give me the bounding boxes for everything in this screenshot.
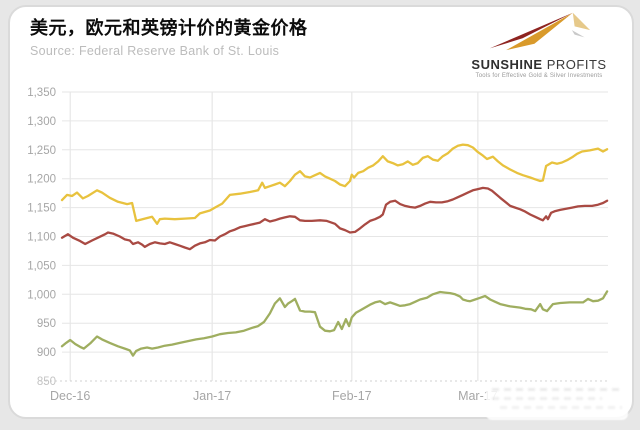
- logo-brand: SUNSHINE PROFITS: [464, 57, 614, 72]
- y-axis-tick-label: 1,150: [27, 203, 56, 215]
- source-caption: Source: Federal Reserve Bank of St. Loui…: [30, 44, 280, 58]
- sunshine-profits-logo: SUNSHINE PROFITS Tools for Effective Gol…: [464, 10, 614, 79]
- x-axis-tick-label: Feb-17: [332, 389, 372, 403]
- y-axis-tick-label: 1,350: [27, 87, 56, 99]
- x-axis-tick-label: Dec-16: [50, 389, 90, 403]
- watermark-noise: [492, 388, 622, 391]
- series-usd-line: [60, 143, 609, 225]
- y-axis-tick-label: 1,000: [27, 289, 56, 301]
- logo-brand-bold: SUNSHINE: [471, 57, 543, 72]
- chart-card: [8, 5, 634, 419]
- logo-brand-light: PROFITS: [542, 57, 607, 72]
- y-axis-tick-label: 850: [37, 376, 56, 388]
- y-axis-tick-label: 1,050: [27, 260, 56, 272]
- logo-tagline: Tools for Effective Gold & Silver Invest…: [475, 73, 603, 79]
- y-axis-tick-label: 1,200: [27, 174, 56, 186]
- blurred-watermark-overlay: [486, 382, 628, 420]
- y-axis-tick-label: 950: [37, 318, 56, 330]
- watermark-noise: [492, 397, 602, 400]
- y-axis-tick-label: 1,100: [27, 232, 56, 244]
- y-axis-tick-label: 900: [37, 347, 56, 359]
- series-gbp-line: [60, 290, 609, 357]
- watermark-noise: [500, 406, 622, 409]
- x-axis-tick-label: Jan-17: [193, 389, 231, 403]
- y-axis-tick-label: 1,300: [27, 116, 56, 128]
- y-axis-tick-label: 1,250: [27, 145, 56, 157]
- series-eur-line: [60, 186, 609, 251]
- page-title: 美元，欧元和英镑计价的黄金价格: [30, 18, 308, 38]
- logo-arrow-icon: [489, 12, 591, 51]
